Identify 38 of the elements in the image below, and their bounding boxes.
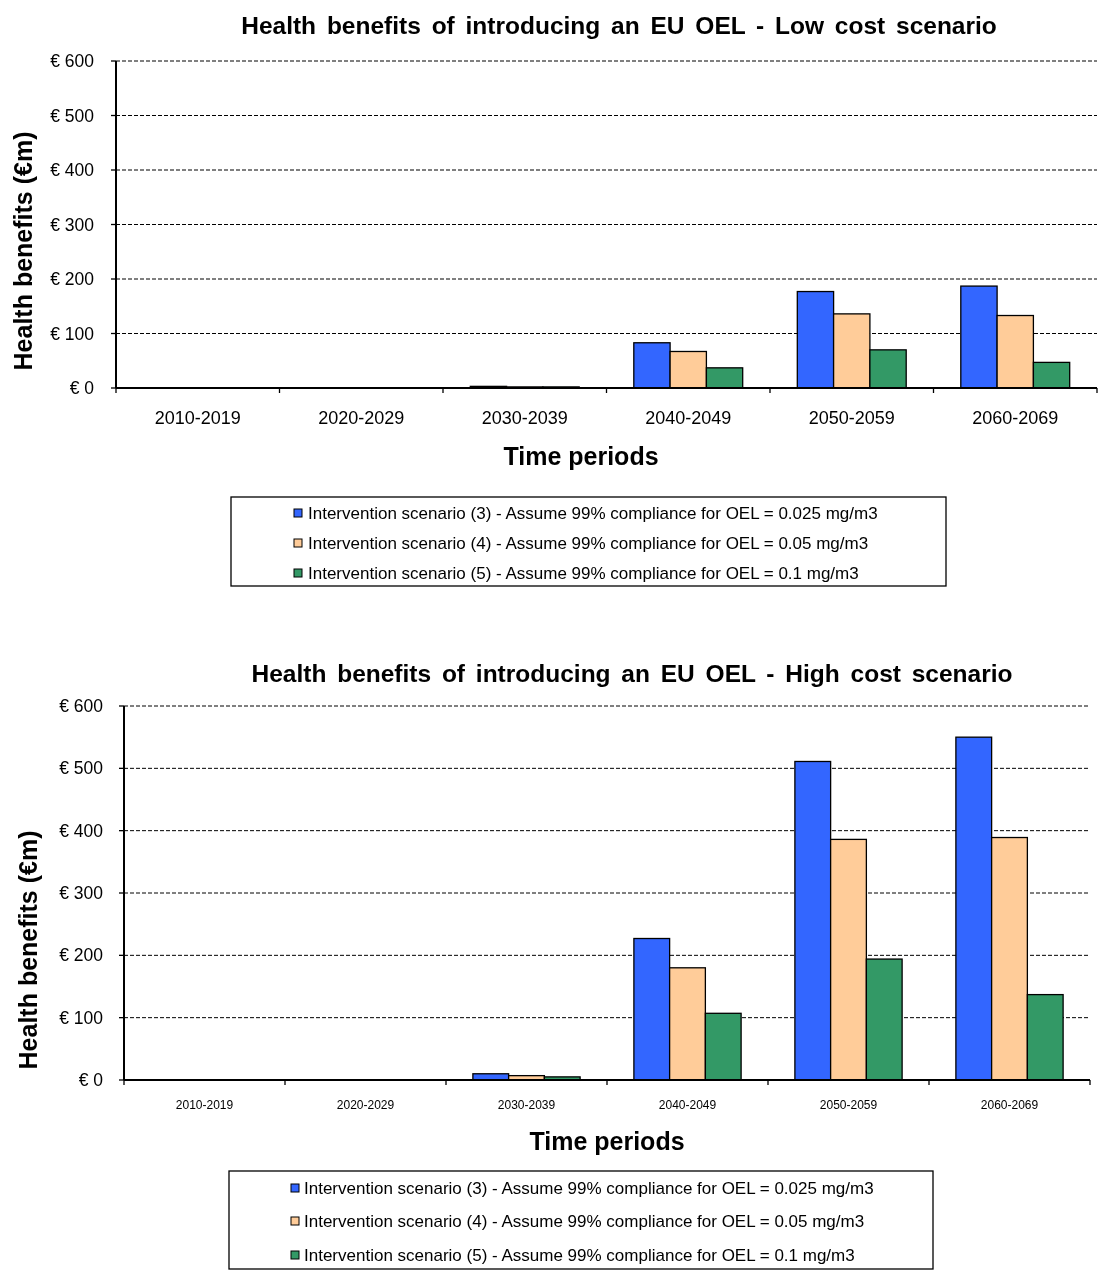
y-tick-label: € 0: [78, 1070, 104, 1091]
y-tick-label: € 600: [50, 51, 95, 72]
x-tick-label: 2040-2049: [658, 1098, 717, 1112]
x-tick-label: 2060-2069: [980, 1098, 1039, 1112]
y-tick-label: € 100: [59, 1007, 104, 1028]
legend-label: Intervention scenario (5) - Assume 99% compliance for OEL = 0.1 mg/m3: [304, 1245, 855, 1265]
legend-label: Intervention scenario (4) - Assume 99% compliance for OEL = 0.05 mg/m3: [308, 533, 869, 553]
y-axis-title: Health benefits (€m): [13, 830, 42, 1070]
y-tick-label: € 100: [50, 323, 95, 344]
y-tick-label: € 200: [50, 269, 95, 290]
y-tick-label: € 400: [59, 820, 104, 841]
y-axis-title: Health benefits (€m): [8, 131, 37, 371]
x-tick-label: 2050-2059: [819, 1098, 878, 1112]
x-axis-title: Time periods: [529, 1127, 685, 1155]
legend-label: Intervention scenario (3) - Assume 99% compliance for OEL = 0.025 mg/m3: [304, 1178, 874, 1198]
x-tick-label: 2020-2029: [336, 1098, 395, 1112]
legend-label: Intervention scenario (5) - Assume 99% compliance for OEL = 0.1 mg/m3: [308, 563, 859, 583]
x-tick-label: 2030-2039: [497, 1098, 556, 1112]
x-tick-label: 2030-2039: [481, 408, 568, 428]
y-tick-label: € 500: [59, 758, 104, 779]
x-tick-label: 2060-2069: [972, 408, 1059, 428]
x-tick-label: 2020-2029: [318, 408, 405, 428]
chart-title: Health benefits of introducing an EU OEL - High cost scenario: [251, 660, 1013, 687]
x-tick-label: 2010-2019: [175, 1098, 234, 1112]
chart-title: Health benefits of introducing an EU OEL - Low cost scenario: [241, 12, 997, 39]
y-tick-label: € 400: [50, 160, 95, 181]
x-axis-title: Time periods: [503, 442, 659, 470]
x-tick-label: 2050-2059: [808, 408, 895, 428]
y-tick-label: € 300: [50, 214, 95, 235]
y-tick-label: € 500: [50, 105, 95, 126]
x-tick-label: 2040-2049: [645, 408, 732, 428]
y-tick-label: € 0: [69, 378, 95, 399]
legend-label: Intervention scenario (3) - Assume 99% compliance for OEL = 0.025 mg/m3: [308, 503, 878, 523]
x-tick-label: 2010-2019: [154, 408, 241, 428]
y-tick-label: € 600: [59, 696, 104, 717]
legend-label: Intervention scenario (4) - Assume 99% compliance for OEL = 0.05 mg/m3: [304, 1211, 865, 1231]
y-tick-label: € 200: [59, 945, 104, 966]
y-tick-label: € 300: [59, 883, 104, 904]
